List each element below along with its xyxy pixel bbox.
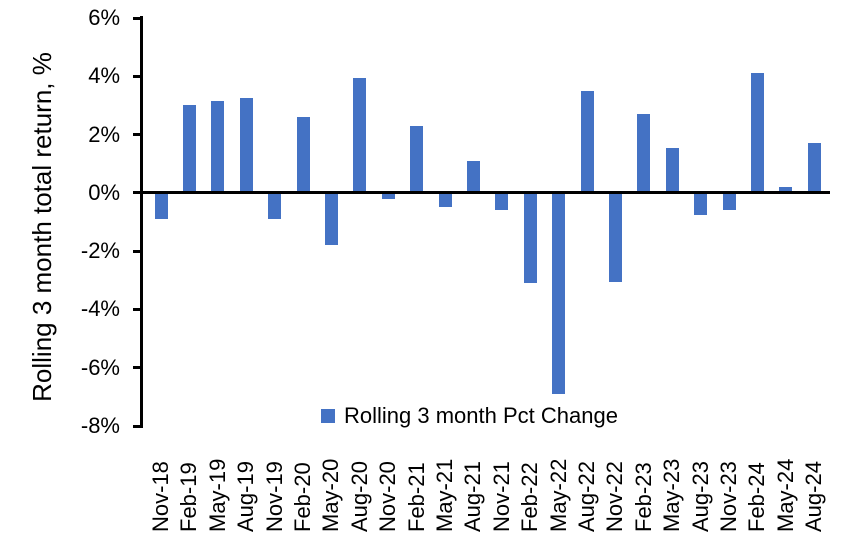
x-tick-label: May-24	[772, 458, 798, 532]
x-tick-label: Nov-19	[261, 461, 287, 532]
y-axis-line	[140, 16, 143, 428]
x-tick-label: May-23	[659, 458, 685, 532]
bar-Feb-20	[296, 117, 310, 193]
x-tick-label: Feb-24	[744, 462, 770, 532]
bar-Feb-21	[410, 125, 424, 193]
x-tick-label: Feb-23	[630, 462, 656, 532]
y-tick-label: 0%	[88, 179, 120, 205]
y-tick-label: -6%	[80, 354, 120, 380]
bar-Nov-22	[608, 192, 622, 282]
legend: Rolling 3 month Pct Change	[321, 403, 618, 429]
x-tick-label: May-22	[545, 458, 571, 532]
x-tick-label: Aug-24	[801, 461, 827, 532]
bar-May-22	[552, 192, 566, 394]
bar-May-21	[438, 192, 452, 208]
bar-May-23	[665, 147, 679, 193]
y-tick-label: 2%	[88, 121, 120, 147]
y-tick-mark	[133, 366, 142, 370]
x-tick-label: Nov-23	[716, 461, 741, 532]
bar-Feb-24	[750, 73, 764, 193]
bar-May-20	[324, 192, 338, 246]
x-tick-label: Feb-21	[403, 462, 429, 532]
bar-Aug-20	[353, 77, 367, 193]
x-tick-label: Aug-20	[346, 461, 372, 532]
x-tick-label: Feb-22	[517, 462, 543, 532]
x-tick-label: May-19	[204, 458, 230, 532]
y-tick-label: 4%	[88, 63, 120, 89]
y-tick-mark	[133, 74, 142, 78]
y-tick-mark	[133, 307, 142, 311]
legend-label: Rolling 3 month Pct Change	[344, 403, 618, 428]
y-tick-mark	[133, 133, 142, 137]
x-tick-label: May-21	[432, 458, 457, 532]
bar-May-19	[211, 101, 225, 193]
bar-Aug-21	[466, 160, 480, 193]
bar-Nov-20	[381, 192, 395, 199]
bar-Feb-23	[637, 114, 651, 193]
bar-May-24	[779, 187, 793, 193]
y-tick-mark	[133, 191, 142, 195]
x-tick-label: Aug-21	[460, 461, 486, 532]
y-tick-mark	[133, 16, 142, 20]
bar-Aug-22	[580, 90, 594, 193]
y-tick-label: -4%	[80, 296, 120, 322]
bar-Feb-22	[523, 192, 537, 284]
x-tick-label: Nov-20	[375, 461, 401, 532]
x-tick-label: Aug-19	[233, 461, 259, 532]
bar-Aug-23	[694, 192, 708, 215]
y-tick-label: -2%	[80, 238, 120, 264]
bar-Nov-21	[495, 192, 509, 211]
x-tick-label: Nov-22	[602, 461, 628, 532]
y-tick-mark	[133, 249, 142, 253]
zero-axis-line	[140, 191, 830, 194]
bar-Aug-19	[239, 98, 253, 193]
y-tick-label: 6%	[88, 5, 120, 30]
bar-Nov-19	[268, 192, 282, 220]
bar-Nov-23	[722, 192, 736, 211]
x-tick-label: Feb-20	[290, 462, 315, 532]
y-tick-mark	[133, 424, 142, 428]
bar-Nov-18	[154, 192, 168, 220]
x-tick-label: Aug-23	[687, 461, 713, 532]
x-tick-label: Feb-19	[176, 462, 202, 532]
legend-swatch-icon	[321, 409, 335, 423]
y-tick-label: -8%	[80, 413, 120, 438]
bar-Feb-19	[182, 105, 196, 193]
x-tick-label: Aug-22	[574, 461, 599, 532]
x-tick-label: Nov-21	[488, 461, 514, 532]
bar-Aug-24	[807, 143, 821, 193]
x-tick-label: Nov-18	[148, 461, 173, 532]
y-axis-title: Rolling 3 month total return, %	[27, 52, 57, 402]
x-tick-label: May-20	[318, 458, 344, 532]
